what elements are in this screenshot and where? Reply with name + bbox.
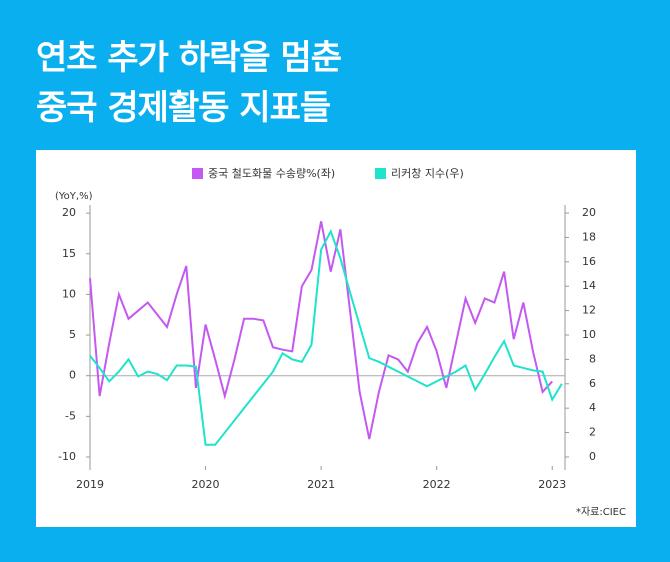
y2-tick-label: 2 [589,426,596,439]
y2-tick-label: 8 [589,352,596,365]
y-tick-label: 15 [62,247,76,260]
y2-tick-label: 14 [582,279,596,292]
title-line: 연초 추가 하락을 멈춘 [36,38,342,78]
x-tick-label: 2021 [307,478,335,491]
y-tick-label: 5 [69,328,76,341]
x-tick-label: 2019 [76,478,104,491]
y2-tick-label: 10 [582,328,596,341]
source: *자료:CIEC [576,506,626,518]
y2-tick-label: 16 [582,255,596,268]
title-line: 중국 경제활동 지표들 [36,88,331,128]
y-tick-label: -5 [65,409,76,422]
x-tick-label: 2020 [192,478,220,491]
y-tick-label: 0 [69,369,76,382]
x-tick-label: 2023 [538,478,566,491]
y2-tick-label: 6 [589,377,596,390]
legend-swatch [375,168,386,179]
x-tick-label: 2022 [423,478,451,491]
legend-label: 중국 철도화물 수송량%(좌) [208,167,335,180]
series-line [89,221,553,440]
y-tick-label: 10 [62,287,76,300]
legend-label: 리커창 지수(우) [391,167,464,180]
y2-tick-label: 0 [589,450,596,463]
y-tick-label: 20 [62,206,76,219]
y2-tick-label: 12 [582,304,596,317]
panel [36,150,636,527]
legend-swatch [192,168,203,179]
y-tick-label: -10 [58,450,76,463]
y2-tick-label: 18 [582,230,596,243]
series-line [89,228,563,446]
y2-tick-label: 20 [582,206,596,219]
y-axis-label: (YoY,%) [55,191,93,202]
y2-tick-label: 4 [589,401,596,414]
